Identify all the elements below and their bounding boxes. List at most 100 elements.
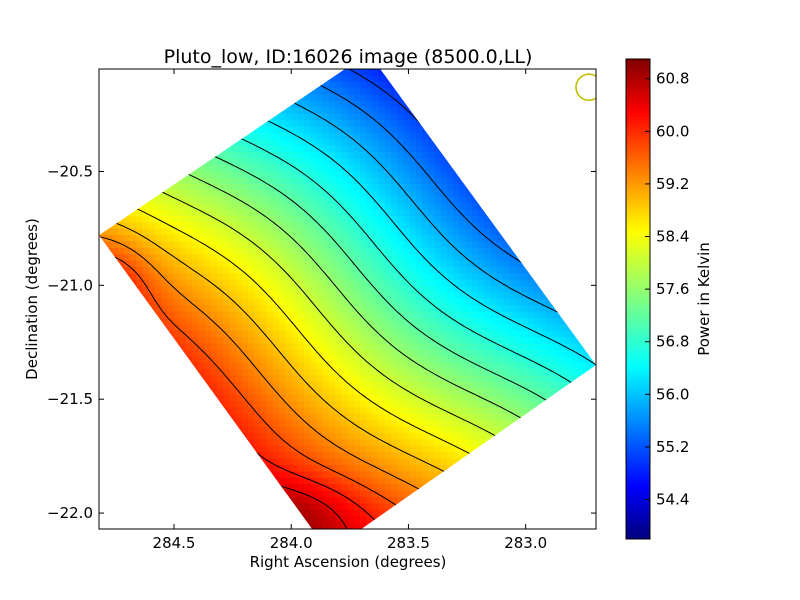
heatmap-cell (310, 132, 318, 140)
heatmap-cell (509, 184, 516, 191)
heatmap-cell (217, 452, 224, 460)
heatmap-cell (142, 324, 150, 332)
heatmap-cell (434, 88, 442, 96)
heatmap-cell (117, 184, 125, 191)
heatmap-cell (254, 445, 262, 453)
heatmap-cell (111, 382, 119, 390)
heatmap-cell (316, 247, 324, 255)
heatmap-cell (428, 190, 436, 198)
heatmap-cell (279, 81, 286, 89)
heatmap-cell (154, 465, 162, 473)
heatmap-cell (440, 452, 448, 460)
heatmap-cell (477, 362, 485, 370)
heatmap-cell (105, 222, 113, 230)
heatmap-cell (509, 420, 516, 428)
heatmap-cell (279, 452, 286, 460)
heatmap-cell (291, 375, 299, 383)
heatmap-cell (316, 228, 324, 236)
heatmap-cell (384, 445, 392, 453)
heatmap-cell (446, 113, 454, 121)
heatmap-cell (366, 452, 373, 460)
heatmap-cell (105, 100, 113, 108)
heatmap-cell (328, 113, 336, 121)
heatmap-cell (378, 388, 386, 396)
heatmap-cell (422, 235, 429, 243)
heatmap-cell (446, 330, 454, 338)
heatmap-cell (142, 228, 150, 236)
heatmap-cell (509, 145, 516, 153)
heatmap-cell (353, 362, 361, 370)
heatmap-cell (378, 401, 386, 409)
heatmap-cell (130, 292, 137, 300)
heatmap-cell (527, 426, 535, 434)
heatmap-cell (577, 426, 585, 434)
heatmap-cell (477, 445, 485, 453)
heatmap-cell (564, 267, 572, 275)
heatmap-cell (440, 241, 448, 249)
heatmap-cell (136, 241, 144, 249)
heatmap-cell (266, 330, 274, 338)
heatmap-cell (490, 75, 498, 83)
heatmap-cell (130, 433, 137, 441)
heatmap-cell (297, 260, 305, 268)
heatmap-cell (210, 337, 218, 345)
heatmap-cell (291, 299, 299, 306)
heatmap-cell (409, 69, 417, 76)
heatmap-cell (130, 171, 137, 179)
heatmap-cell (583, 100, 591, 108)
heatmap-cell (173, 350, 181, 358)
heatmap-cell (378, 158, 386, 166)
heatmap-cell (422, 452, 429, 460)
heatmap-cell (359, 94, 367, 102)
heatmap-cell (335, 235, 342, 243)
heatmap-cell (123, 292, 131, 300)
heatmap-cell (279, 113, 286, 121)
heatmap-cell (397, 75, 405, 83)
heatmap-cell (446, 222, 454, 230)
heatmap-cell (521, 171, 529, 179)
heatmap-cell (136, 88, 144, 96)
heatmap-cell (111, 139, 119, 147)
heatmap-cell (204, 465, 212, 473)
heatmap-cell (484, 120, 491, 128)
heatmap-cell (353, 394, 361, 402)
heatmap-cell (204, 356, 212, 364)
heatmap-cell (272, 222, 280, 230)
heatmap-cell (248, 126, 255, 134)
heatmap-cell (453, 254, 460, 262)
heatmap-cell (341, 184, 349, 191)
heatmap-cell (434, 152, 442, 160)
heatmap-cell (285, 394, 293, 402)
heatmap-cell (148, 158, 156, 166)
heatmap-cell (154, 241, 162, 249)
heatmap-cell (185, 382, 193, 390)
heatmap-cell (403, 120, 411, 128)
heatmap-cell (459, 88, 467, 96)
heatmap-cell (248, 407, 255, 415)
heatmap-cell (459, 209, 467, 217)
heatmap-cell (254, 318, 262, 326)
heatmap-cell (99, 69, 106, 76)
heatmap-cell (210, 177, 218, 185)
heatmap-cell (130, 254, 137, 262)
heatmap-cell (304, 388, 311, 396)
heatmap-cell (117, 215, 125, 223)
heatmap-cell (515, 362, 523, 370)
heatmap-cell (390, 88, 398, 96)
heatmap-cell (496, 196, 504, 204)
heatmap-cell (136, 113, 144, 121)
heatmap-cell (136, 107, 144, 115)
heatmap-cell (552, 171, 560, 179)
heatmap-cell (471, 356, 479, 364)
heatmap-cell (552, 350, 560, 358)
heatmap-cell (502, 88, 510, 96)
heatmap-cell (540, 318, 547, 326)
heatmap-cell (552, 343, 560, 351)
heatmap-cell (515, 69, 523, 76)
heatmap-cell (142, 350, 150, 358)
heatmap-cell (384, 439, 392, 447)
heatmap-cell (422, 426, 429, 434)
heatmap-cell (204, 260, 212, 268)
heatmap-cell (446, 407, 454, 415)
heatmap-cell (434, 190, 442, 198)
